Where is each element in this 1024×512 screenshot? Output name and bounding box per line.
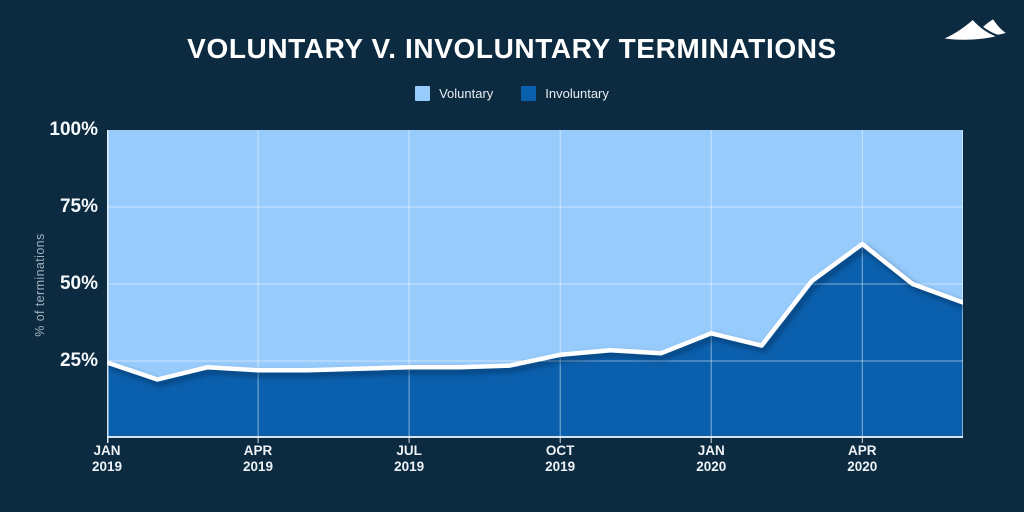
- page-title: VOLUNTARY V. INVOLUNTARY TERMINATIONS: [187, 33, 837, 64]
- x-tick-month: JAN: [697, 443, 725, 458]
- x-tick-label: JAN 2020: [671, 443, 751, 475]
- x-tick-label: JUL 2019: [369, 443, 449, 475]
- y-axis-tick-labels: 100% 75% 50% 25%: [0, 0, 98, 512]
- involuntary-swatch-icon: [521, 86, 537, 101]
- x-tick-month: JUL: [396, 443, 422, 458]
- x-tick-month: JAN: [93, 443, 121, 458]
- x-tick-label: APR 2019: [218, 443, 298, 475]
- stacked-area-plot: [107, 130, 963, 443]
- legend-item-involuntary: Involuntary: [521, 86, 609, 101]
- x-tick-year: 2020: [847, 459, 878, 474]
- legend-label-involuntary: Involuntary: [545, 86, 609, 101]
- legend-item-voluntary: Voluntary: [415, 86, 493, 101]
- data-line: [107, 241, 963, 382]
- x-tick-month: APR: [243, 443, 273, 458]
- x-tick-month: OCT: [545, 443, 575, 458]
- y-tick-label: 50%: [59, 273, 98, 294]
- x-tick-label: JAN 2019: [67, 443, 147, 475]
- dunes-logo-icon: [937, 17, 1006, 42]
- involuntary-area: [107, 244, 963, 438]
- x-tick-year: 2019: [91, 459, 123, 474]
- y-tick-label: 100%: [49, 119, 98, 140]
- voluntary-swatch-icon: [415, 86, 431, 101]
- y-tick-label: 25%: [59, 350, 98, 371]
- legend-label-voluntary: Voluntary: [439, 86, 494, 101]
- x-tick-year: 2019: [243, 459, 274, 474]
- x-tick-label: OCT 2019: [520, 443, 600, 475]
- x-tick-year: 2020: [696, 459, 727, 474]
- x-tick-label: APR 2020: [822, 443, 902, 475]
- x-tick-month: APR: [848, 443, 877, 458]
- chart-legend: Voluntary Involuntary: [0, 86, 1024, 101]
- y-tick-label: 75%: [59, 196, 98, 217]
- x-tick-year: 2019: [545, 459, 576, 474]
- x-tick-year: 2019: [394, 459, 425, 474]
